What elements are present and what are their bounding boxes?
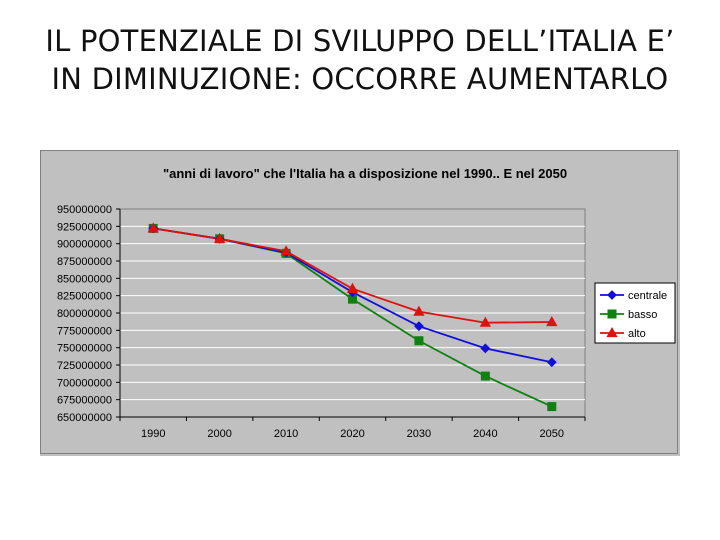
- data-point-alto: [413, 305, 425, 316]
- y-tick-label: 775000000: [57, 325, 112, 337]
- data-point-basso: [547, 402, 557, 412]
- chart-title: "anni di lavoro" che l'Italia ha a dispo…: [163, 166, 567, 181]
- chart-frame: [40, 150, 678, 454]
- legend-label-alto: alto: [628, 328, 646, 340]
- slide-title: IL POTENZIALE DI SVILUPPO DELL’ITALIA E’…: [0, 22, 720, 98]
- data-point-alto: [147, 222, 159, 233]
- x-tick-label: 2050: [540, 428, 564, 440]
- y-tick-label: 875000000: [57, 256, 112, 268]
- data-point-alto: [213, 232, 226, 243]
- x-tick-label: 2020: [340, 428, 364, 440]
- legend-marker-centrale: [607, 290, 617, 300]
- y-tick-label: 900000000: [57, 239, 112, 251]
- y-tick-label: 675000000: [57, 395, 112, 407]
- legend-label-basso: basso: [628, 309, 657, 321]
- x-tick-label: 2030: [407, 428, 431, 440]
- data-point-centrale: [414, 321, 424, 332]
- data-point-centrale: [480, 343, 491, 354]
- x-tick-label: 2040: [473, 428, 497, 440]
- data-point-alto: [346, 282, 359, 293]
- legend: centrale basso alto: [594, 282, 676, 344]
- legend-marker-basso: [607, 309, 617, 319]
- plot-area: 950000000 925000000 900000000 875000000 8500…: [57, 204, 586, 440]
- x-tick-label: 1990: [141, 428, 165, 440]
- line-chart: "anni di lavoro" che l'Italia ha a dispo…: [40, 150, 680, 456]
- legend-marker-alto: [606, 326, 618, 338]
- slide-title-line-2: IN DIMINUZIONE: OCCORRE AUMENTARLO: [51, 62, 669, 96]
- y-tick-label: 725000000: [57, 360, 112, 372]
- x-tick-label: 2010: [274, 428, 298, 440]
- y-tick-label: 925000000: [57, 221, 112, 233]
- chart-container: "anni di lavoro" che l'Italia ha a dispo…: [40, 150, 680, 456]
- y-tick-label: 850000000: [57, 273, 112, 285]
- data-point-alto: [546, 315, 558, 327]
- data-point-alto: [479, 316, 492, 327]
- y-tick-label: 750000000: [57, 343, 112, 355]
- slide-title-line-1: IL POTENZIALE DI SVILUPPO DELL’ITALIA E’: [45, 24, 675, 58]
- data-point-basso: [480, 371, 490, 381]
- y-tick-label: 800000000: [57, 308, 112, 320]
- y-tick-label: 650000000: [57, 412, 112, 424]
- data-point-alto: [280, 245, 292, 256]
- data-point-centrale: [546, 357, 557, 368]
- y-tick-label: 700000000: [57, 377, 112, 389]
- y-tick-label: 950000000: [57, 204, 112, 216]
- legend-label-centrale: centrale: [628, 290, 667, 302]
- data-point-basso: [414, 336, 424, 346]
- y-tick-label: 825000000: [57, 291, 112, 303]
- x-tick-label: 2000: [207, 428, 231, 440]
